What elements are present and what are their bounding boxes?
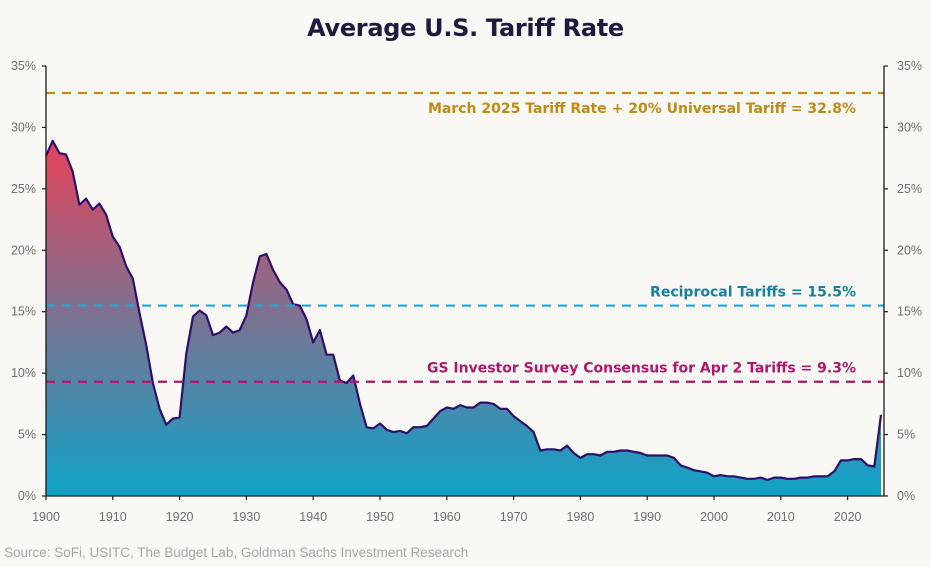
x-tick-label: 1980 <box>566 510 594 524</box>
y-tick-label-left: 10% <box>11 366 36 380</box>
y-tick-label-right: 20% <box>897 243 922 257</box>
x-tick-label: 1950 <box>366 510 394 524</box>
y-tick-label-right: 10% <box>897 366 922 380</box>
chart-title: Average U.S. Tariff Rate <box>307 14 624 42</box>
y-tick-label-left: 35% <box>11 59 36 73</box>
y-tick-label-left: 30% <box>11 120 36 134</box>
tariff-rate-line <box>44 139 883 482</box>
x-tick-label: 2000 <box>700 510 728 524</box>
area-fill <box>46 140 881 496</box>
reference-label-1: Reciprocal Tariffs = 15.5% <box>650 285 856 301</box>
y-tick-label-left: 25% <box>11 182 36 196</box>
x-tick-label: 1930 <box>232 510 260 524</box>
y-tick-label-left: 15% <box>11 305 36 319</box>
y-tick-label-right: 15% <box>897 305 922 319</box>
y-tick-label-left: 5% <box>18 428 36 442</box>
source-note: Source: SoFi, USITC, The Budget Lab, Gol… <box>4 545 469 560</box>
x-tick-label: 1920 <box>166 510 194 524</box>
x-tick-label: 1910 <box>99 510 127 524</box>
x-tick-label: 2010 <box>767 510 795 524</box>
x-tick-label: 1940 <box>299 510 327 524</box>
x-tick-label: 1900 <box>32 510 60 524</box>
y-tick-label-right: 30% <box>897 120 922 134</box>
reference-label-0: March 2025 Tariff Rate + 20% Universal T… <box>428 101 856 117</box>
x-tick-label: 2020 <box>834 510 862 524</box>
x-tick-label: 1960 <box>433 510 461 524</box>
y-tick-label-right: 5% <box>897 428 915 442</box>
y-tick-label-right: 35% <box>897 59 922 73</box>
y-tick-label-right: 0% <box>897 489 915 503</box>
y-tick-label-right: 25% <box>897 182 922 196</box>
y-tick-label-left: 20% <box>11 243 36 257</box>
x-tick-label: 1990 <box>633 510 661 524</box>
x-tick-label: 1970 <box>500 510 528 524</box>
y-tick-label-left: 0% <box>18 489 36 503</box>
reference-label-2: GS Investor Survey Consensus for Apr 2 T… <box>427 361 856 377</box>
